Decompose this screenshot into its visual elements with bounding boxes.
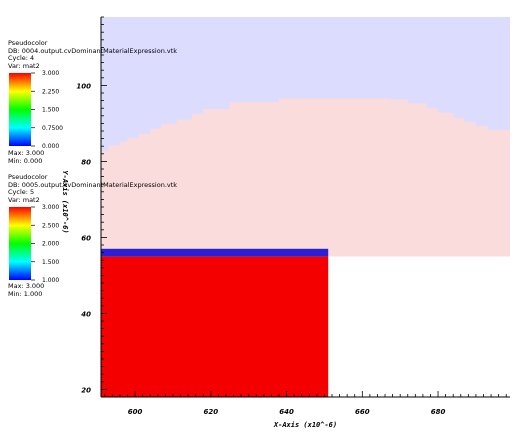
x-tick-label: 640 — [279, 408, 294, 416]
legend-tick-label: 3.000 — [42, 204, 59, 211]
y-tick-label: 60 — [81, 234, 91, 242]
y-tick-label: 100 — [76, 82, 91, 90]
x-tick-label: 600 — [128, 408, 143, 416]
legend-cycle-5: Pseudocolor DB: 0005.output.cvDominantMa… — [8, 173, 178, 204]
legend-cycle-4-extremes: Max: 3.000 Min: 0.000 — [8, 149, 45, 165]
legend-tick-label: 1.000 — [42, 277, 59, 284]
red-block — [101, 256, 329, 397]
legend-colorbars: 3.000 2.250 1.500 0.7500 0.000 3.000 2.500 2.00… — [9, 70, 63, 284]
y-axis-title: Y-Axis (x10^-6) — [61, 170, 69, 233]
legend-tick-label: 3.000 — [42, 70, 59, 77]
blue-band — [101, 248, 329, 257]
legend-colorbar — [9, 207, 31, 280]
legend-tick-label: 1.500 — [42, 107, 59, 114]
legend-tick-label: 2.500 — [42, 222, 59, 229]
legend-tick-label: 0.000 — [42, 143, 59, 150]
y-tick-label: 40 — [81, 310, 91, 318]
legend-cycle-4: Pseudocolor DB: 0004.output.cvDominantMa… — [8, 39, 178, 70]
legend-database: DB: 0004.output.cvDominantMaterialExpres… — [8, 46, 178, 55]
x-axis-title: X-Axis (x10^-6) — [273, 421, 337, 429]
legend-tick-label: 2.000 — [42, 241, 59, 248]
legend-variable: Var: mat2 — [8, 195, 40, 204]
legend-variable: Var: mat2 — [8, 61, 40, 70]
legend-max: Max: 3.000 — [8, 282, 45, 290]
legend-cycle: Cycle: 5 — [8, 188, 35, 197]
x-tick-label: 620 — [204, 408, 219, 416]
x-tick-label: 660 — [355, 408, 370, 416]
legend-colorbar — [9, 73, 31, 146]
legend-database: DB: 0005.output.cvDominantMaterialExpres… — [8, 180, 178, 189]
x-tick-label: 680 — [431, 408, 446, 416]
y-tick-label: 80 — [81, 158, 91, 166]
plot-axes: 600 620 640 660 680 20 40 60 80 100 X-Axis (x10^-6… — [61, 16, 510, 429]
y-tick-label: 20 — [81, 386, 91, 394]
legend-min: Min: 1.000 — [8, 289, 43, 298]
legend-tick-label: 0.7500 — [42, 125, 63, 132]
pink-region — [101, 98, 510, 257]
legend-tick-label: 1.500 — [42, 259, 59, 266]
legend-cycle-5-extremes: Max: 3.000 Min: 1.000 — [8, 282, 45, 298]
legend-plot-type: Pseudocolor — [8, 39, 48, 47]
legend-cycle: Cycle: 4 — [8, 54, 35, 63]
legend-min: Min: 0.000 — [8, 156, 43, 165]
material-field — [101, 17, 510, 397]
legend-tick-label: 2.250 — [42, 88, 59, 95]
legend-plot-type: Pseudocolor — [8, 173, 48, 181]
legend-max: Max: 3.000 — [8, 149, 45, 157]
